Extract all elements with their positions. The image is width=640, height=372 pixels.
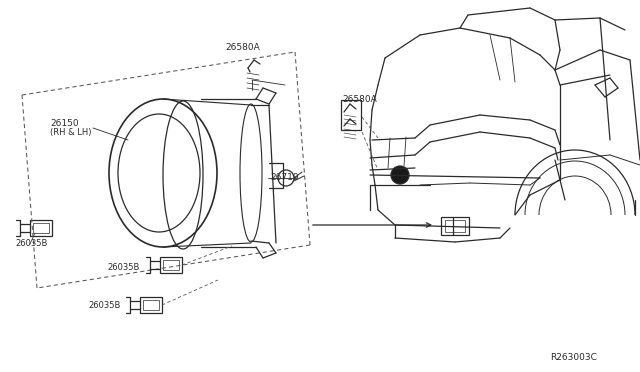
Text: 26580A: 26580A bbox=[342, 96, 377, 105]
Text: 26150: 26150 bbox=[50, 119, 79, 128]
Text: 26035B: 26035B bbox=[15, 240, 47, 248]
Bar bbox=[143, 300, 159, 310]
Text: (RH & LH): (RH & LH) bbox=[50, 128, 92, 138]
Text: 26035B: 26035B bbox=[88, 301, 120, 310]
Bar bbox=[163, 260, 179, 270]
Bar bbox=[160, 257, 182, 273]
Text: 26719: 26719 bbox=[270, 173, 299, 183]
Bar bbox=[441, 217, 469, 235]
Text: 26580A: 26580A bbox=[225, 44, 260, 52]
Bar bbox=[341, 100, 361, 130]
Bar bbox=[30, 220, 52, 236]
Text: 26035B: 26035B bbox=[107, 263, 140, 272]
Bar bbox=[445, 220, 465, 232]
Bar bbox=[33, 223, 49, 233]
Bar bbox=[140, 297, 162, 313]
Text: R263003C: R263003C bbox=[550, 353, 597, 362]
Circle shape bbox=[391, 166, 409, 184]
